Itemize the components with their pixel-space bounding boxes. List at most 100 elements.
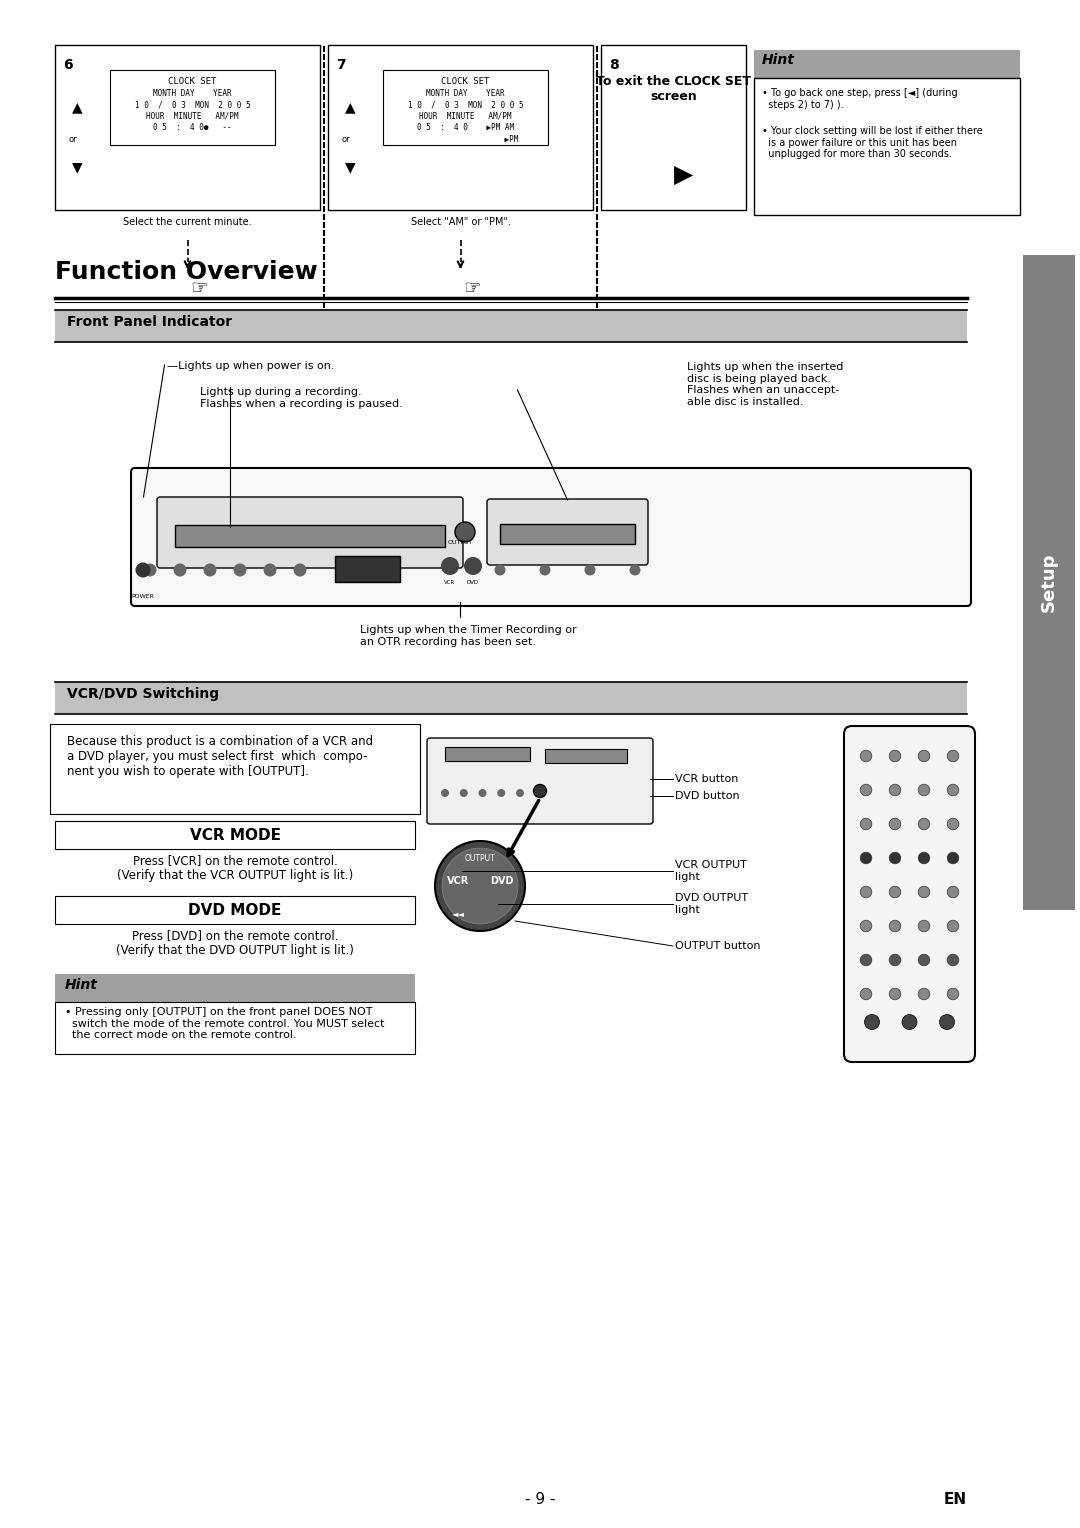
FancyBboxPatch shape <box>55 681 967 714</box>
FancyBboxPatch shape <box>50 724 420 814</box>
Text: Select the current minute.: Select the current minute. <box>123 217 252 228</box>
Circle shape <box>947 750 959 762</box>
Text: ▶PM: ▶PM <box>413 134 518 144</box>
Text: 8: 8 <box>609 58 619 72</box>
Text: 7: 7 <box>336 58 346 72</box>
Text: HOUR  MINUTE   AM/PM: HOUR MINUTE AM/PM <box>146 112 239 121</box>
Text: POWER: POWER <box>132 594 154 599</box>
Text: DVD OUTPUT
light: DVD OUTPUT light <box>675 894 748 915</box>
Circle shape <box>889 817 901 830</box>
Text: • Pressing only [OUTPUT] on the front panel DOES NOT
  switch the mode of the re: • Pressing only [OUTPUT] on the front pa… <box>65 1007 384 1041</box>
Text: 1 0  /  0 3  MON  2 0 0 5: 1 0 / 0 3 MON 2 0 0 5 <box>135 99 251 108</box>
Text: VCR MODE: VCR MODE <box>189 828 281 842</box>
Circle shape <box>889 989 901 999</box>
Text: VCR button: VCR button <box>675 775 739 784</box>
Circle shape <box>889 853 901 863</box>
FancyBboxPatch shape <box>427 738 653 824</box>
Circle shape <box>860 953 872 966</box>
Text: 0 5  :  4 0    ▶PM AM: 0 5 : 4 0 ▶PM AM <box>417 122 514 131</box>
Circle shape <box>947 886 959 898</box>
FancyBboxPatch shape <box>328 44 593 209</box>
Circle shape <box>918 853 930 863</box>
Circle shape <box>435 840 525 931</box>
FancyBboxPatch shape <box>545 749 627 762</box>
Circle shape <box>889 750 901 762</box>
FancyBboxPatch shape <box>500 524 635 544</box>
Circle shape <box>464 558 482 575</box>
Circle shape <box>630 564 640 576</box>
Text: MONTH DAY    YEAR: MONTH DAY YEAR <box>153 89 232 98</box>
Text: ▼: ▼ <box>71 160 82 174</box>
Circle shape <box>918 750 930 762</box>
FancyBboxPatch shape <box>157 497 463 568</box>
Circle shape <box>860 853 872 863</box>
Circle shape <box>864 1015 879 1030</box>
Circle shape <box>940 1015 955 1030</box>
Circle shape <box>264 564 276 576</box>
FancyBboxPatch shape <box>55 895 415 924</box>
Circle shape <box>947 853 959 863</box>
Text: Hint: Hint <box>762 53 795 67</box>
Circle shape <box>174 564 187 576</box>
Circle shape <box>889 784 901 796</box>
Circle shape <box>540 564 551 576</box>
Text: ☞: ☞ <box>463 278 482 298</box>
FancyBboxPatch shape <box>843 726 975 1062</box>
Text: ▲: ▲ <box>71 101 82 115</box>
Circle shape <box>860 750 872 762</box>
Text: or: or <box>69 134 78 144</box>
Text: OUTPUT button: OUTPUT button <box>675 941 760 950</box>
Circle shape <box>534 784 546 798</box>
FancyBboxPatch shape <box>131 468 971 607</box>
Text: DVD MODE: DVD MODE <box>188 903 282 917</box>
FancyBboxPatch shape <box>55 310 967 342</box>
Text: Press [VCR] on the remote control.
(Verify that the VCR OUTPUT light is lit.): Press [VCR] on the remote control. (Veri… <box>117 854 353 882</box>
Text: To exit the CLOCK SET
screen: To exit the CLOCK SET screen <box>596 75 751 102</box>
Circle shape <box>889 920 901 932</box>
Circle shape <box>860 817 872 830</box>
Text: SKIP◄◄: SKIP◄◄ <box>477 935 503 941</box>
Text: Press [DVD] on the remote control.
(Verify that the DVD OUTPUT light is lit.): Press [DVD] on the remote control. (Veri… <box>116 929 354 957</box>
Text: EN: EN <box>944 1493 967 1508</box>
Text: 0 5  :  4 0●   --: 0 5 : 4 0● -- <box>153 122 232 131</box>
Circle shape <box>294 564 307 576</box>
Text: ▼: ▼ <box>345 160 355 174</box>
Circle shape <box>860 920 872 932</box>
Text: VCR: VCR <box>447 876 469 886</box>
Circle shape <box>233 564 246 576</box>
Circle shape <box>902 1015 917 1030</box>
Text: Setup: Setup <box>1040 553 1058 613</box>
Text: Hint: Hint <box>65 978 98 992</box>
Circle shape <box>918 920 930 932</box>
Text: • Your clock setting will be lost if either there
  is a power failure or this u: • Your clock setting will be lost if eit… <box>762 125 983 159</box>
Circle shape <box>947 920 959 932</box>
Circle shape <box>860 784 872 796</box>
Text: HOUR  MINUTE   AM/PM: HOUR MINUTE AM/PM <box>419 112 512 121</box>
Circle shape <box>516 788 524 798</box>
Circle shape <box>889 886 901 898</box>
Text: or: or <box>341 134 350 144</box>
Text: • To go back one step, press [◄] (during
  steps 2) to 7) ).: • To go back one step, press [◄] (during… <box>762 89 958 110</box>
FancyBboxPatch shape <box>383 70 548 145</box>
FancyBboxPatch shape <box>445 747 530 761</box>
FancyBboxPatch shape <box>55 973 415 1002</box>
Text: Lights up when the Timer Recording or
an OTR recording has been set.: Lights up when the Timer Recording or an… <box>360 625 577 646</box>
Circle shape <box>947 784 959 796</box>
FancyBboxPatch shape <box>487 500 648 565</box>
Text: VCR/DVD Switching: VCR/DVD Switching <box>67 688 219 701</box>
Circle shape <box>144 564 157 576</box>
Circle shape <box>203 564 216 576</box>
Circle shape <box>918 886 930 898</box>
FancyBboxPatch shape <box>55 44 320 209</box>
Text: Lights up during a recording.
Flashes when a recording is paused.: Lights up during a recording. Flashes wh… <box>200 387 403 408</box>
Circle shape <box>947 953 959 966</box>
FancyBboxPatch shape <box>600 44 746 209</box>
Text: OUTPUT: OUTPUT <box>447 539 473 545</box>
Circle shape <box>947 989 959 999</box>
Text: ▲: ▲ <box>345 101 355 115</box>
Text: CLOCK SET: CLOCK SET <box>168 76 217 86</box>
Circle shape <box>460 788 468 798</box>
Circle shape <box>918 953 930 966</box>
Text: Because this product is a combination of a VCR and
a DVD player, you must select: Because this product is a combination of… <box>67 735 373 778</box>
Circle shape <box>860 989 872 999</box>
